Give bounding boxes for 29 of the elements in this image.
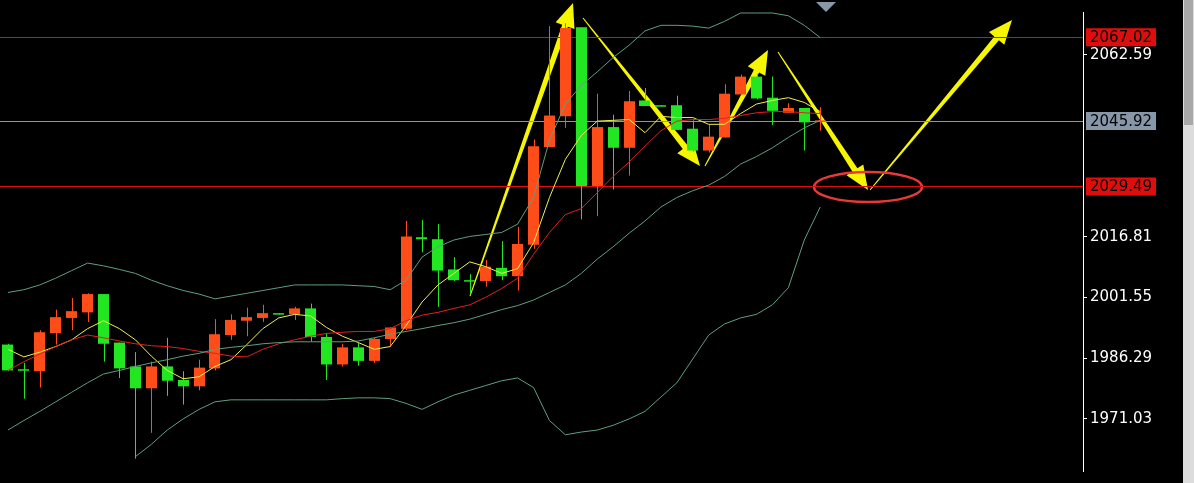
candlestick	[416, 219, 427, 253]
candlestick	[225, 313, 236, 341]
candlestick	[162, 337, 173, 397]
candlestick	[146, 361, 157, 434]
candlestick	[480, 259, 491, 288]
ref-line-label: 2045.92	[1090, 111, 1153, 130]
candlestick	[369, 337, 380, 364]
candlestick	[337, 343, 348, 367]
candlestick	[178, 370, 189, 406]
candlestick	[50, 309, 61, 346]
y-tick-label: 2016.81	[1090, 226, 1153, 245]
candlestick	[18, 362, 29, 400]
candlestick	[66, 297, 77, 331]
y-tick-label: 1971.03	[1090, 408, 1153, 427]
candlestick	[241, 307, 252, 337]
candlestick	[751, 73, 762, 100]
y-tick-label: 2062.59	[1090, 44, 1153, 63]
candlestick	[608, 114, 619, 191]
candlestick	[703, 123, 714, 154]
candlestick	[687, 119, 698, 153]
y-tick-label: 1986.29	[1090, 348, 1153, 367]
candlestick	[82, 292, 93, 323]
candlestick	[815, 106, 826, 132]
candlestick	[130, 351, 141, 460]
ref-line-label: 2067.02	[1090, 28, 1153, 47]
ref-line-label: 2029.49	[1090, 177, 1153, 196]
candlestick	[464, 273, 475, 295]
y-tick-label: 2001.55	[1090, 287, 1153, 306]
candlestick	[353, 342, 364, 367]
